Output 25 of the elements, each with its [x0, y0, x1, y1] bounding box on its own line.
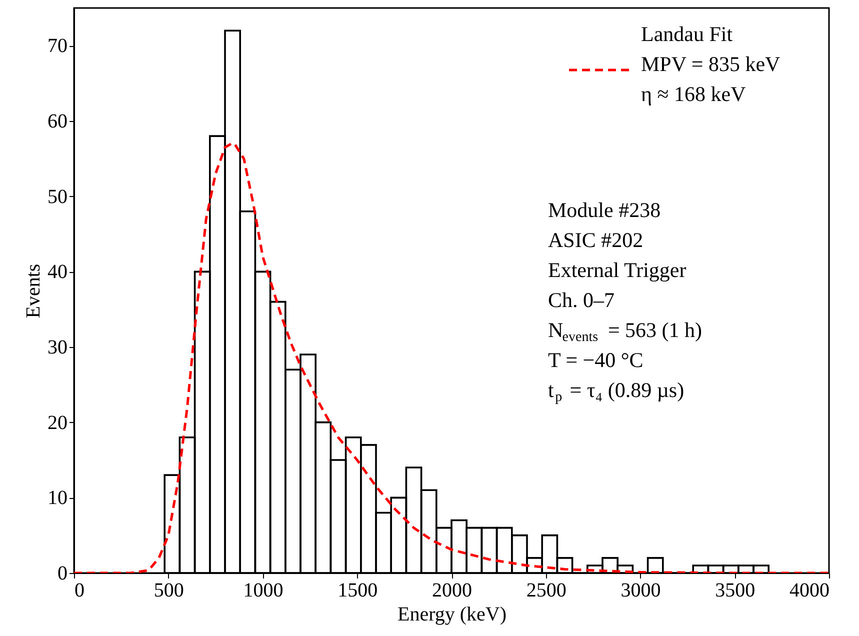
y-tick-label: 70	[48, 35, 68, 58]
x-tick-label: 4000	[790, 580, 830, 602]
x-tick-label: 2500	[526, 580, 566, 602]
y-tick-label: 30	[48, 336, 68, 358]
x-tick-label: 2000	[432, 580, 472, 602]
x-tick-label: 3500	[715, 580, 756, 602]
x-tick-label: 500	[154, 580, 184, 602]
annotation: T = −40 °C	[548, 348, 644, 372]
annotation: Module #238	[548, 198, 661, 222]
y-tick-label: 20	[48, 412, 68, 434]
x-tick-label: 3000	[620, 580, 661, 602]
annotation: Ch. 0–7	[548, 288, 615, 312]
y-tick-label: 50	[48, 186, 68, 208]
y-tick-label: 10	[48, 487, 68, 510]
annotation: ASIC #202	[548, 228, 644, 252]
y-tick-label: 60	[48, 110, 68, 132]
y-tick-label: 40	[48, 261, 68, 284]
x-tick-label: 1000	[243, 580, 284, 602]
x-axis-title: Energy (keV)	[397, 604, 507, 626]
y-axis-title: Events	[22, 264, 44, 318]
annotation: External Trigger	[548, 258, 686, 282]
y-tick-label: 0	[58, 562, 68, 584]
x-tick-label: 1500	[338, 580, 378, 602]
x-tick-label: 0	[74, 580, 84, 602]
legend-label: Landau Fit MPV = 835 keV η ≈ 168 keV	[641, 22, 780, 106]
